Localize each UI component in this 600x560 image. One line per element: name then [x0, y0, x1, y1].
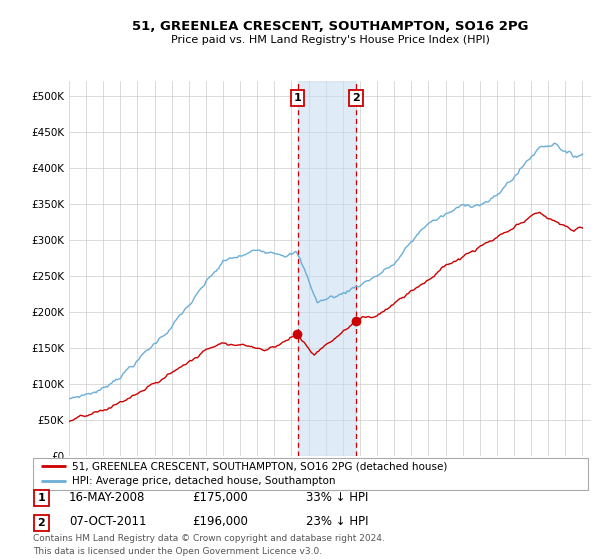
Text: HPI: Average price, detached house, Southampton: HPI: Average price, detached house, Sout…: [72, 476, 335, 486]
Text: 23% ↓ HPI: 23% ↓ HPI: [306, 515, 368, 529]
Text: 2: 2: [352, 93, 360, 103]
Bar: [298, 81, 356, 456]
Text: 2: 2: [38, 518, 45, 528]
Text: 16-MAY-2008: 16-MAY-2008: [69, 491, 145, 504]
Text: 51, GREENLEA CRESCENT, SOUTHAMPTON, SO16 2PG (detached house): 51, GREENLEA CRESCENT, SOUTHAMPTON, SO16…: [72, 461, 447, 472]
Text: 33% ↓ HPI: 33% ↓ HPI: [306, 491, 368, 504]
Text: £175,000: £175,000: [192, 491, 248, 504]
Text: £196,000: £196,000: [192, 515, 248, 529]
Text: 1: 1: [38, 493, 45, 503]
Text: 1: 1: [294, 93, 302, 103]
Text: 07-OCT-2011: 07-OCT-2011: [69, 515, 146, 529]
Text: Contains HM Land Registry data © Crown copyright and database right 2024.
This d: Contains HM Land Registry data © Crown c…: [33, 534, 385, 556]
Text: 51, GREENLEA CRESCENT, SOUTHAMPTON, SO16 2PG: 51, GREENLEA CRESCENT, SOUTHAMPTON, SO16…: [132, 20, 528, 32]
Text: Price paid vs. HM Land Registry's House Price Index (HPI): Price paid vs. HM Land Registry's House …: [170, 35, 490, 45]
